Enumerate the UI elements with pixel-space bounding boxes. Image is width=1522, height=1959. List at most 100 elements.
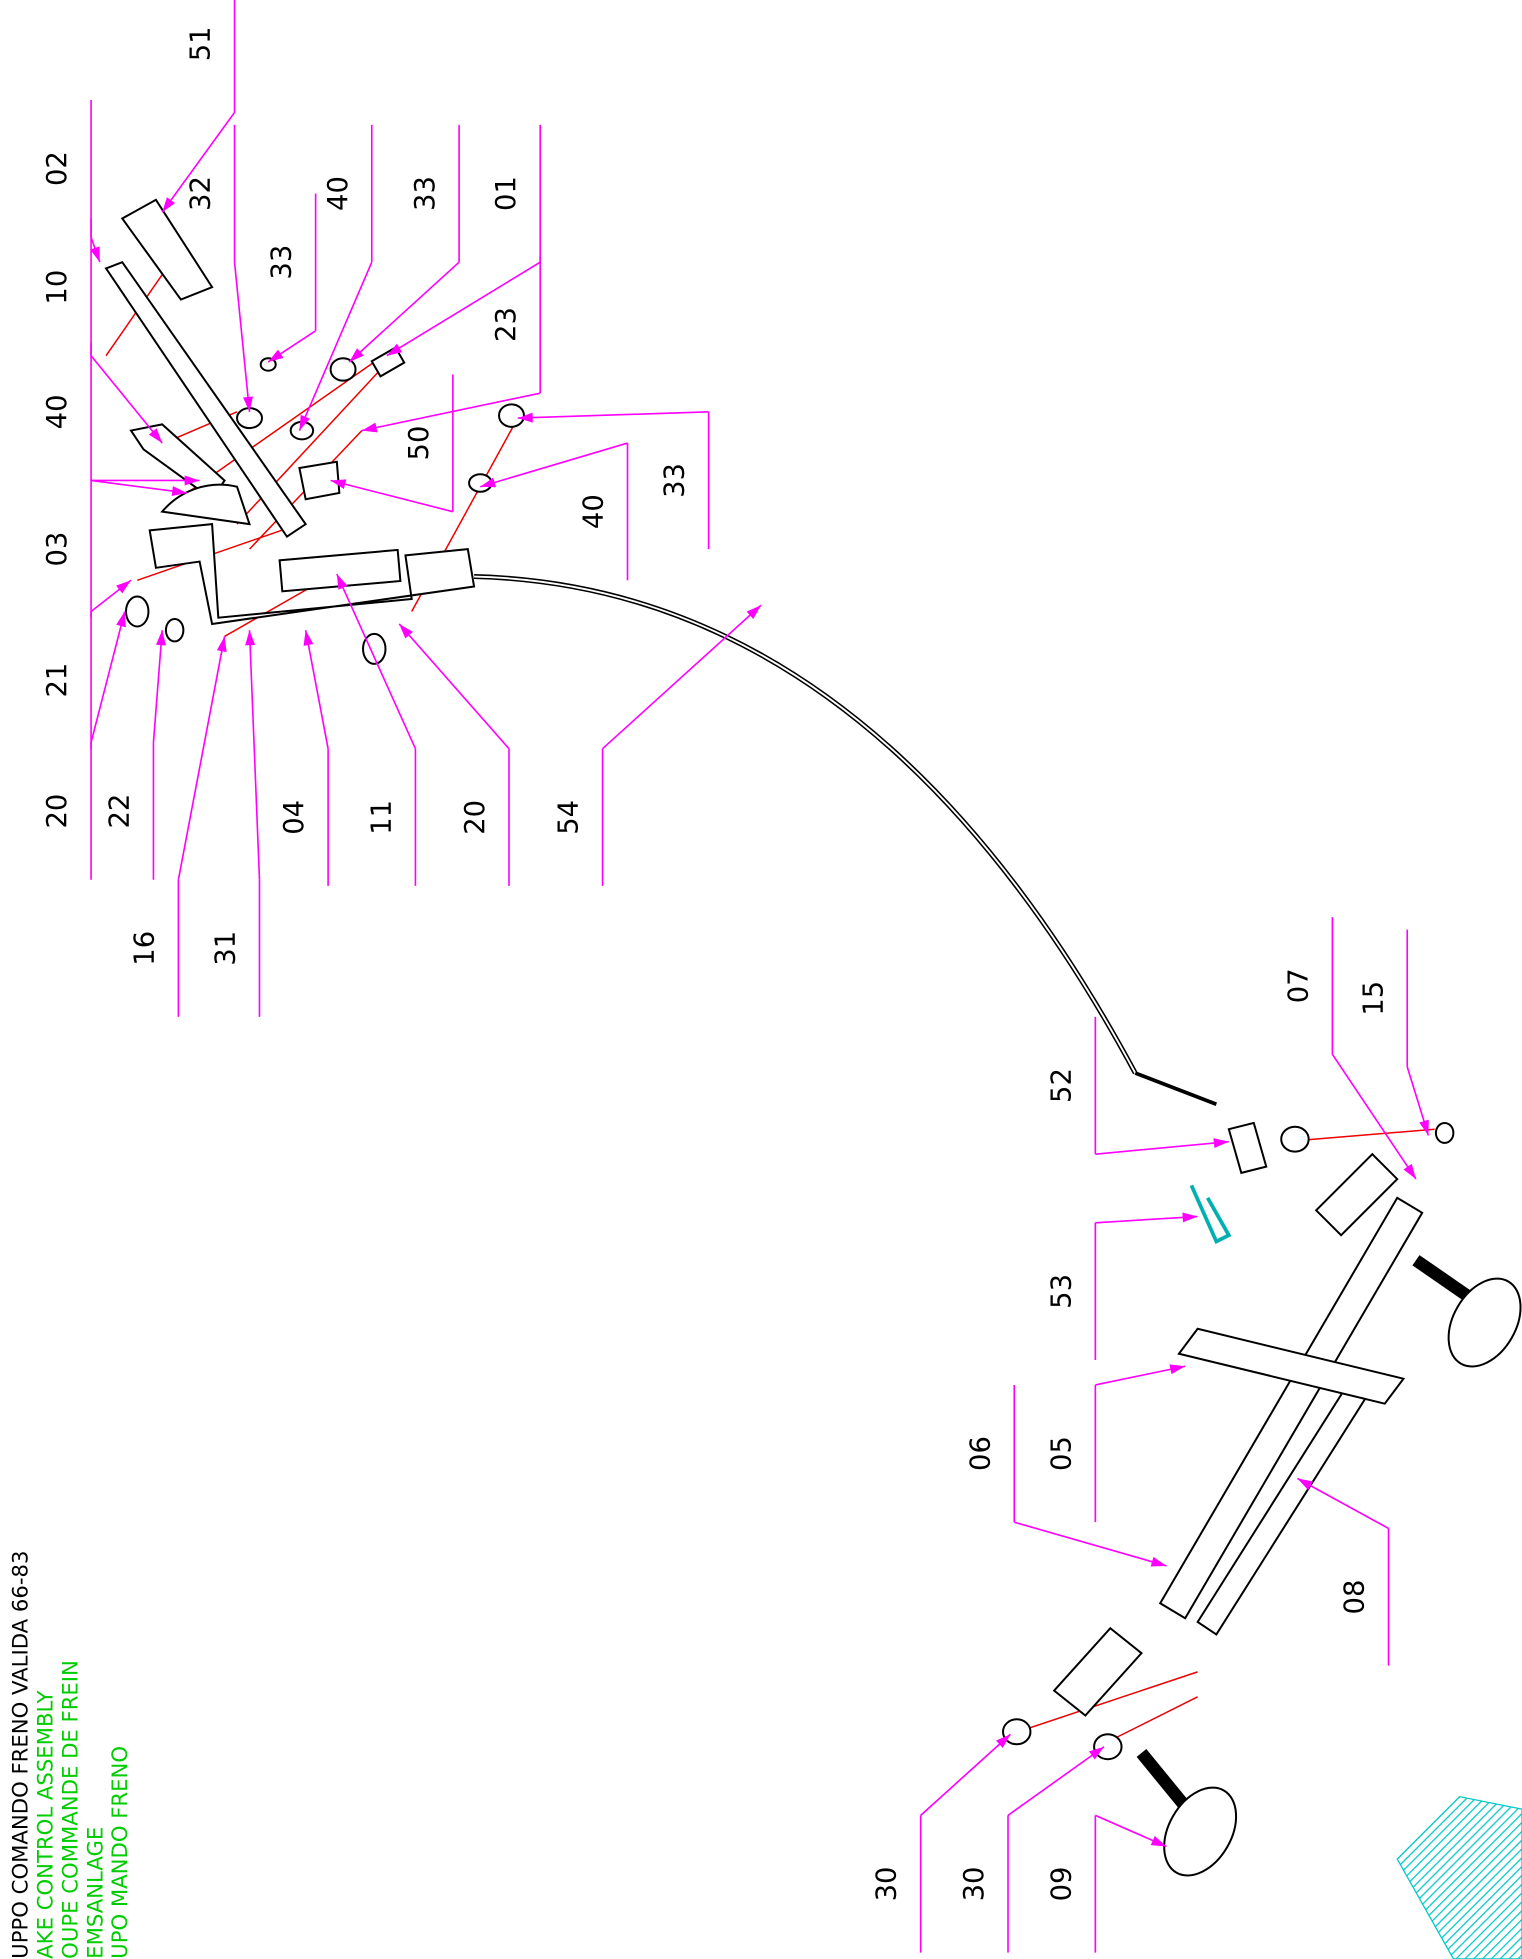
nut: [1093, 1733, 1123, 1761]
cable-core: [474, 575, 1137, 1074]
part-number: 04: [279, 800, 310, 835]
leader-arrow: [171, 486, 188, 496]
nut: [498, 403, 525, 428]
part-number: 40: [579, 494, 610, 529]
title-line: UPO MANDO FRENO: [107, 1746, 132, 1959]
part-number: 20: [42, 794, 73, 829]
leader-line: [398, 623, 510, 750]
callouts: 51 02 32 33 40 33 01 10 23 40 50 33 03 40 21 20 22 04 11 20…: [42, 0, 1430, 1953]
title-line: OUPE COMMANDE DE FREIN: [57, 1660, 82, 1959]
leader-arrow: [330, 479, 347, 490]
pedal: [1447, 1277, 1522, 1368]
part-number: 54: [554, 800, 585, 835]
part-number: 22: [104, 794, 135, 829]
part-number: 52: [1046, 1068, 1077, 1103]
part-number: 16: [129, 931, 160, 966]
part-number: 30: [872, 1867, 903, 1902]
leader-line: [602, 604, 762, 750]
leader-arrow: [1419, 1119, 1429, 1136]
leader-arrow: [116, 611, 126, 628]
pin-head: [125, 595, 150, 628]
leader-arrow: [245, 630, 256, 646]
nut: [1002, 1718, 1032, 1746]
leader-line: [517, 411, 709, 419]
leader-arrow: [156, 630, 166, 646]
leader-arrow: [299, 414, 310, 431]
leader-arrow: [399, 623, 413, 639]
leader-line: [480, 442, 628, 488]
leader-line: [348, 261, 460, 363]
leader-arrow: [1297, 1478, 1313, 1491]
leader-arrow: [243, 396, 253, 412]
part-number: 15: [1358, 981, 1389, 1016]
part-number: 08: [1340, 1580, 1371, 1615]
leader-arrow: [184, 475, 200, 486]
bracket: [148, 523, 476, 626]
leader-arrow: [1213, 1138, 1229, 1149]
leader-line: [298, 261, 373, 431]
bolt: [370, 346, 406, 378]
parts: [104, 198, 1522, 1877]
sector: [160, 483, 251, 526]
leader-arrow: [1169, 1364, 1186, 1375]
title-line: EMSANLAGE: [82, 1827, 107, 1959]
cable-rod: [1134, 1071, 1218, 1107]
leader-line: [1014, 1521, 1167, 1567]
bracket-arm: [1314, 1152, 1399, 1237]
leader-line: [304, 630, 329, 749]
leader-line: [330, 479, 454, 513]
part-number: 33: [267, 245, 298, 280]
leader-line: [386, 261, 541, 357]
part-number: 40: [323, 176, 354, 211]
part-number: 06: [965, 1436, 996, 1471]
lever: [104, 260, 308, 539]
shaft: [1158, 1196, 1424, 1620]
bolt-head: [164, 617, 185, 643]
leader-arrow: [746, 605, 761, 619]
leader-line: [90, 355, 163, 444]
part-number: 33: [660, 463, 691, 498]
nut: [329, 357, 357, 382]
part-number: 53: [1046, 1274, 1077, 1309]
leader-arrow: [1150, 1556, 1167, 1567]
leader-arrow: [162, 197, 176, 213]
leader-line: [336, 573, 417, 750]
leader-line: [248, 630, 261, 880]
part-number: 50: [404, 426, 435, 461]
leader-line: [920, 1733, 1012, 1816]
leader-line: [1095, 1140, 1229, 1155]
part-number: 33: [410, 176, 441, 211]
leader-line: [90, 611, 126, 743]
leader-line: [233, 262, 251, 412]
leader-arrow: [216, 636, 227, 653]
part-number: 10: [42, 270, 73, 305]
arm: [1177, 1327, 1406, 1405]
leader-arrow: [148, 428, 163, 444]
part-number: 01: [491, 176, 522, 211]
part-number: 23: [491, 307, 522, 342]
part-number: 32: [186, 176, 217, 211]
leader-arrow: [1150, 1835, 1167, 1847]
leader-line: [152, 630, 163, 743]
leader-arrow: [480, 477, 497, 488]
title-line: AKE CONTROL ASSEMBLY: [32, 1691, 57, 1959]
leader-arrow: [349, 348, 364, 362]
leader-line: [90, 479, 188, 494]
part-number: 21: [42, 663, 73, 698]
pedal: [1163, 1786, 1238, 1877]
circlip: [1434, 1121, 1455, 1144]
leader-line: [1297, 1477, 1389, 1530]
part-number: 40: [42, 394, 73, 429]
leader-arrow: [336, 574, 348, 590]
leader-arrow: [996, 1734, 1011, 1748]
clip: [1189, 1184, 1232, 1245]
leader-arrow: [1088, 1746, 1105, 1760]
nut: [1280, 1125, 1310, 1153]
leader-line: [177, 636, 226, 880]
grip: [120, 198, 214, 301]
leader-line: [161, 111, 236, 213]
part-number: 30: [959, 1867, 990, 1902]
title-block: UPPO COMANDO FRENO VALIDA 66-83 AKE CONT…: [7, 1551, 132, 1959]
part-number: 51: [186, 26, 217, 61]
